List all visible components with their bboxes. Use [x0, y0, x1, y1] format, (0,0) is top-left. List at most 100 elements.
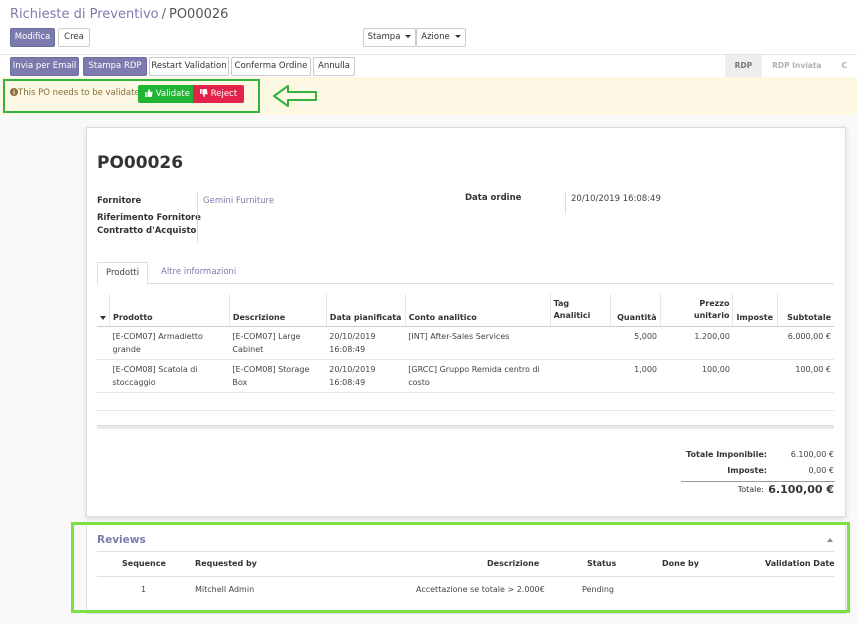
confirm-order-button[interactable]: Conferma Ordine — [231, 57, 311, 76]
reject-button-label: Reject — [210, 89, 238, 99]
order-date-label: Data ordine — [465, 193, 522, 203]
column-header-analytic-tags-line2: Analitici — [553, 310, 591, 320]
vendor-ref-label: Riferimento Fornitore — [97, 213, 201, 223]
breadcrumb-parent-link[interactable]: Richieste di Preventivo — [10, 7, 159, 22]
column-header-price-unit[interactable]: Prezzo unitario — [660, 294, 734, 327]
cell-product-line1: [E-COM08] Scatola di — [112, 364, 198, 374]
breadcrumb-current: PO00026 — [168, 7, 229, 22]
column-header-date-planned[interactable]: Data pianificata — [326, 294, 406, 327]
column-header-taxes[interactable]: Imposte — [732, 294, 779, 327]
cell-description-line2: Box — [232, 377, 248, 387]
cell-date-line1: 20/10/2019 — [329, 364, 376, 374]
table-header-row: Prodotto Descrizione Data pianificata Co… — [97, 294, 834, 327]
cell-product-line2: grande — [112, 344, 141, 354]
table-row-empty — [97, 392, 834, 411]
cell-description-line1: [E-COM07] Large — [232, 331, 301, 341]
order-lines-table: Prodotto Descrizione Data pianificata Co… — [97, 294, 834, 411]
untaxed-amount-value: 6.100,00 € — [790, 450, 834, 459]
print-rfq-button[interactable]: Stampa RDP — [83, 57, 147, 76]
action-dropdown[interactable]: Azione — [416, 28, 466, 47]
table-row[interactable]: [E-COM08] Scatola di stoccaggio [E-COM08]… — [97, 359, 834, 393]
review-sequence: 1 — [141, 585, 147, 594]
reviews-header-validation-date[interactable]: Validation Date — [765, 559, 835, 568]
column-header-description[interactable]: Descrizione — [229, 294, 327, 327]
cell-product-line1: [E-COM07] Armadietto — [112, 331, 203, 341]
column-header-subtotal[interactable]: Subtotale — [777, 294, 834, 327]
cell-analytic-account: [GRCC] Gruppo Remida centro di costo — [405, 359, 551, 393]
form-sheet: PO00026 Fornitore Gemini Furniture Rifer… — [86, 127, 846, 517]
stage-rfq-sent[interactable]: RDP Inviata — [772, 61, 822, 70]
column-header-quantity[interactable]: Quantità — [610, 294, 661, 327]
field-divider — [565, 192, 566, 214]
cell-quantity: 1,000 — [610, 359, 661, 393]
table-row[interactable]: [E-COM07] Armadietto grande [E-COM07] Lar… — [97, 326, 834, 360]
alert-message: This PO needs to be validated. — [10, 88, 148, 98]
empty-cell — [97, 392, 834, 411]
highlight-box-reviews — [71, 522, 850, 613]
reviews-header-divider — [97, 576, 834, 577]
tax-amount-value: 0,00 € — [808, 466, 834, 475]
cell-date-line1: 20/10/2019 — [329, 331, 376, 341]
thumbs-up-icon — [145, 89, 153, 97]
column-header-analytic-account[interactable]: Conto analitico — [405, 294, 551, 327]
column-header-price-line1: Prezzo — [699, 298, 730, 308]
tab-products[interactable]: Prodotti — [97, 262, 149, 285]
cell-analytic-tags — [550, 359, 611, 393]
cancel-button[interactable]: Annulla — [313, 57, 355, 76]
validate-button-label: Validate — [155, 89, 190, 99]
tab-other-info[interactable]: Altre informazioni — [161, 267, 237, 277]
reject-button[interactable]: Reject — [193, 85, 245, 103]
breadcrumb-separator: / — [161, 7, 166, 22]
chevron-down-icon — [405, 35, 412, 38]
print-dropdown[interactable]: Stampa — [363, 28, 416, 47]
column-header-price-line2: unitario — [693, 310, 730, 320]
cell-date-planned: 20/10/2019 16:08:49 — [326, 359, 406, 393]
reviews-header-requested-by[interactable]: Requested by — [195, 559, 257, 568]
cell-subtotal: 100,00 € — [777, 359, 834, 393]
restart-validation-button[interactable]: Restart Validation — [149, 57, 229, 76]
cell-taxes — [732, 326, 778, 360]
row-handle — [97, 326, 110, 360]
caret-down-icon — [100, 315, 106, 320]
cell-description: [E-COM08] Storage Box — [229, 359, 327, 393]
caret-up-icon[interactable] — [827, 538, 833, 542]
action-dropdown-label: Azione — [421, 32, 450, 42]
info-circle-icon — [10, 88, 18, 96]
arrow-left-outline-icon — [273, 85, 317, 107]
highlight-box-validation — [3, 79, 260, 113]
cell-account-line1: [INT] After-Sales Services — [408, 331, 510, 341]
reviews-header-status[interactable]: Status — [587, 559, 617, 568]
edit-button[interactable]: Modifica — [10, 28, 55, 47]
cell-description-line1: [E-COM08] Storage — [232, 364, 310, 374]
print-dropdown-label: Stampa — [367, 32, 401, 42]
cell-price-unit: 1.200,00 — [660, 326, 733, 360]
cell-date-line2: 16:08:49 — [329, 344, 366, 354]
column-header-analytic-tags-line1: Tag — [553, 298, 570, 308]
cell-description: [E-COM07] Large Cabinet — [229, 326, 327, 360]
send-email-button[interactable]: Invia per Email — [10, 57, 79, 76]
cell-quantity: 5,000 — [610, 326, 661, 360]
validate-button[interactable]: Validate — [138, 85, 197, 103]
row-handle — [97, 359, 110, 393]
cell-account-line2: costo — [408, 377, 430, 387]
tax-amount-label: Imposte: — [727, 466, 767, 475]
cell-subtotal: 6.000,00 € — [777, 326, 834, 360]
vendor-label: Fornitore — [97, 196, 142, 206]
sort-column-header[interactable] — [97, 294, 110, 327]
untaxed-amount-label: Totale Imponibile: — [686, 450, 767, 459]
reviews-header-description[interactable]: Descrizione — [487, 559, 540, 568]
po-title: PO00026 — [97, 153, 184, 173]
column-header-product[interactable]: Prodotto — [109, 294, 230, 327]
thumbs-down-icon — [200, 89, 208, 97]
reviews-title[interactable]: Reviews — [97, 534, 146, 546]
cell-date-planned: 20/10/2019 16:08:49 — [326, 326, 406, 360]
create-button[interactable]: Crea — [58, 28, 90, 47]
stage-next[interactable]: C — [841, 61, 847, 70]
stage-rfq[interactable]: RDP — [724, 55, 763, 77]
cell-account-line1: [GRCC] Gruppo Remida centro di — [408, 364, 540, 374]
review-status: Pending — [582, 585, 614, 594]
vendor-link[interactable]: Gemini Furniture — [203, 196, 275, 206]
reviews-header-sequence[interactable]: Sequence — [122, 559, 166, 568]
column-header-analytic-tags[interactable]: Tag Analitici — [550, 294, 611, 327]
reviews-header-done-by[interactable]: Done by — [662, 559, 699, 568]
